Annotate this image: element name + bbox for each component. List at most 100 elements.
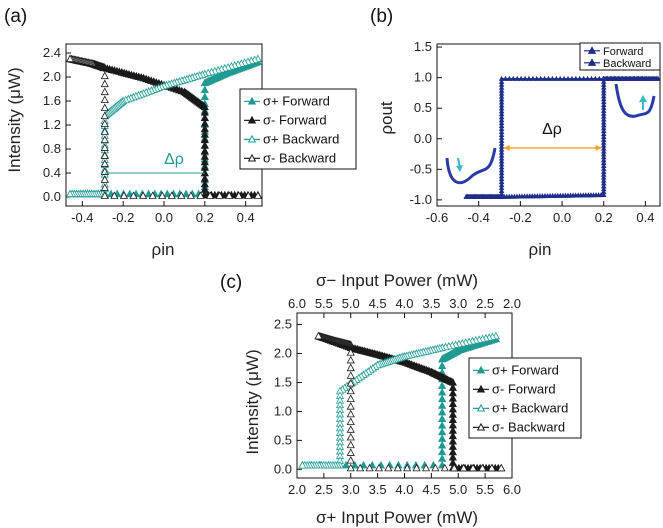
panel-c-xtick-label: 2.5 [315,482,333,497]
panel-b-data-point [600,104,607,110]
panel-c-ytick-label: 1.0 [274,403,292,418]
panel-b-legend-marker [587,58,597,66]
panel-a-data-point [167,191,176,199]
panel-a-data-point [100,103,109,112]
panel-b-data-point [600,113,607,119]
panel-b-data-point [600,119,607,125]
panel-b-legend-label: Forward [603,46,643,58]
panel-b-data-point [600,157,607,163]
panel-a-data-point [253,191,263,199]
panel-a-xtick-label: -0.2 [112,210,134,225]
panel-a-xtick-label: 0.0 [155,210,173,225]
panel-c-top-xtick-label: 5.5 [315,296,333,311]
panel-b-data-point [600,78,607,84]
panel-b-data-point [600,171,607,177]
panel-a-ytick-label: 0.4 [43,165,61,180]
panel-b-data-point [514,75,521,81]
panel-b-label: (b) [370,6,393,27]
panel-b-data-point [600,130,607,137]
panel-b-delta-rho: Δρ [542,121,562,138]
panel-a-legend-label: σ- Forward [263,112,327,127]
panel-a-data-point [129,191,138,199]
panel-a-data-point [100,159,109,167]
panel-c-data-point [438,414,447,423]
panel-b-data-point [635,75,642,81]
panel-c-label: (c) [220,272,242,293]
panel-a-data-point [215,191,224,199]
panel-c-legend-marker [476,384,486,393]
panel-b-data-point [600,87,607,93]
panel-c-data-point [346,348,355,356]
panel-b-data-point [565,75,571,81]
panel-c-legend-label: σ+ Backward [492,400,568,415]
panel-a-legend-label: σ+ Backward [263,131,339,146]
panel-c-xtick-label: 6.0 [503,482,521,497]
panel-b-data-point [600,189,607,195]
panel-c-top-xtick-label: 3.5 [422,296,440,311]
panel-c-top-xtick-label: 3.0 [449,296,467,311]
panel-b-legend-label: Backward [603,58,651,70]
panel-b-data-point [600,99,607,105]
panel-b-series-line [466,78,658,198]
panel-c-data-point [478,463,487,472]
panel-a-ytick-label: 1.6 [43,93,61,108]
panel-a-data-point [244,191,253,199]
panel-b-legend-marker [587,46,597,54]
panel-c-data-point [438,407,447,416]
panel-c-top-xtick-label: 6.0 [288,296,306,311]
panel-c-data-point [438,421,447,429]
panel-b-data-point [600,133,607,139]
panel-c-data-point [438,381,447,389]
panel-b-data-point [573,75,579,81]
panel-c-data-point [346,378,355,387]
panel-a-legend-label: σ- Backward [263,150,336,165]
panel-a-series-3 [65,54,263,198]
panel-c-data-point [346,448,355,456]
panel-a-data-point [100,143,109,151]
panel-c-top-xlabel: σ− Input Power (mW) [316,271,478,290]
panel-b-data-point [592,75,599,81]
panel-c-data-point [346,409,355,418]
panel-c-data-point [346,355,355,364]
panel-b-data-point [576,75,583,81]
panel-c-ytick-label: 0.0 [274,461,292,476]
panel-c-plot: 2.0 2.5 3.0 3.5 4.0 4.5 5.0 5.5 6.0 0.0 0.5 1.0 1.5 2… [274,296,582,497]
panel-b-data-point [600,180,607,186]
panel-c-data-point [346,432,355,441]
panel-a-plot: -0.4 -0.2 0.0 0.2 0.4 0.0 0.4 0.8 1.2 1.6 2.0 2.4 σ+… [43,43,357,225]
panel-b-data-point [623,75,630,81]
panel-c-top-xtick-label: 2.5 [476,296,494,311]
panel-c-data-point [438,401,447,409]
panel-b-data-point [463,193,469,199]
panel-b-xtick-label: -0.2 [509,210,531,225]
panel-a-data-point [177,191,186,199]
panel-b-xtick-label: 0.0 [553,210,571,225]
panel-b-data-point [600,151,607,157]
panel-c-data-point [438,447,447,456]
panel-c-data-point [438,387,447,396]
panel-b-series-2 [463,75,661,199]
panel-c-data-point [421,463,431,472]
panel-c-series-3 [298,331,500,469]
panel-a-data-point [100,127,109,135]
panel-c-xtick-label: 3.0 [342,482,360,497]
panel-b-data-point [600,136,607,142]
panel-b-data-point [600,160,607,166]
panel-b-left-arrowhead-icon [456,165,463,172]
panel-b-data-point [596,75,603,81]
panel-a-xlabel: ρin [152,240,175,259]
panel-a-ylabel: Intensity (μW) [5,67,24,172]
panel-b-right-well-icon [614,83,656,118]
panel-b-data-point [510,75,517,81]
panel-a-data-point [100,175,109,183]
panel-c-legend-marker [476,403,486,412]
panel-a-legend-marker [247,96,257,105]
panel-c-data-point [346,371,355,379]
panel-a-data-point [100,79,109,88]
panel-b-data-point [600,96,607,102]
panel-a-data-point [100,151,109,159]
panel-b-ytick-label: 0.0 [414,131,432,146]
panel-c-data-point [412,463,421,472]
panel-c-data-point [356,463,365,472]
